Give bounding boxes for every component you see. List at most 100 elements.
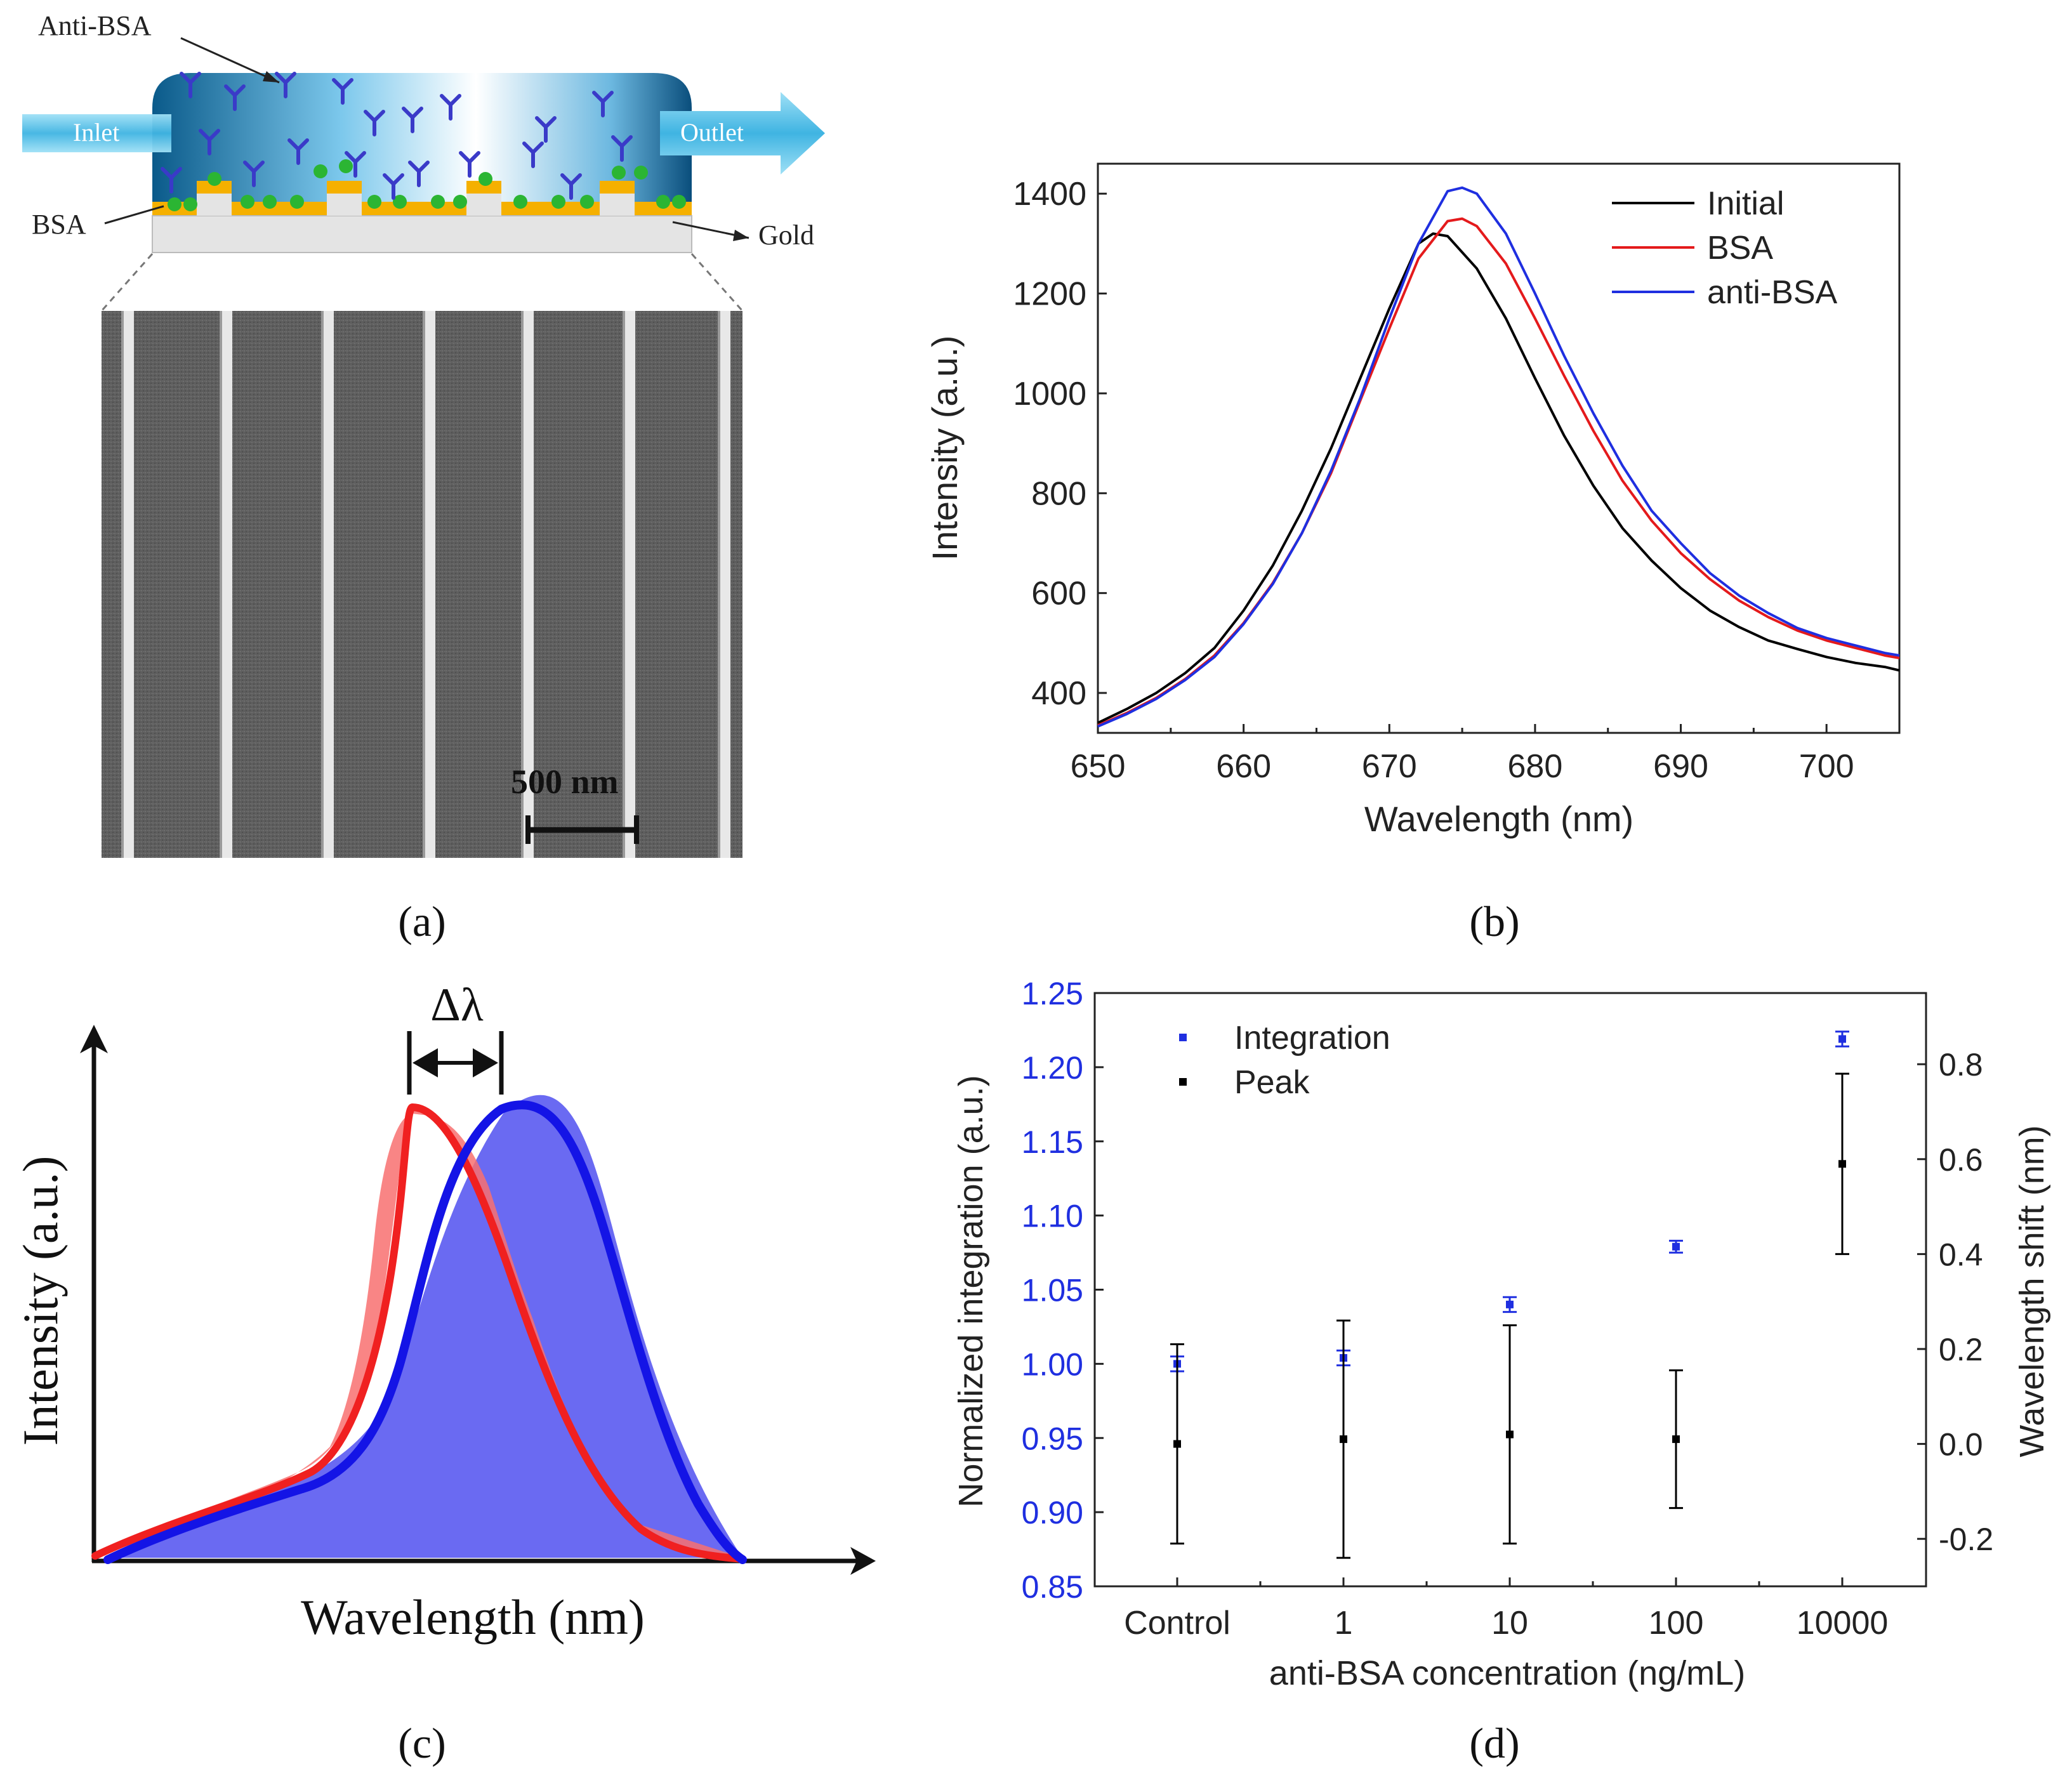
sem-bright-line [720, 311, 730, 858]
anti-bsa-label: Anti-BSA [38, 10, 152, 41]
legend-label: Peak [1234, 1064, 1310, 1101]
bsa-dot [241, 195, 254, 209]
y-tick-label: 1000 [1013, 376, 1086, 412]
substrate-gaps [197, 194, 635, 216]
sem-edge-line [121, 311, 124, 858]
sem-image [102, 311, 742, 858]
inlet-arrow [22, 114, 171, 152]
chart-b-series [1097, 186, 1900, 728]
bsa-dot [634, 166, 648, 180]
point-peak [1340, 1435, 1347, 1444]
chart-d-y2label: Wavelength shift (nm) [2013, 1125, 2051, 1457]
bsa-dot [168, 197, 181, 211]
bsa-dot [339, 159, 353, 173]
substrate [152, 215, 692, 253]
antibody [611, 135, 633, 162]
c-xlabel: Wavelength (nm) [301, 1589, 645, 1645]
chart-d-legend: Integration Peak [1179, 1020, 1390, 1101]
gold-label: Gold [758, 220, 814, 251]
chart-d-xlabel: anti-BSA concentration (ng/mL) [1269, 1654, 1745, 1692]
x-tick-label: 1 [1335, 1605, 1353, 1642]
antibody [592, 91, 614, 117]
chart-b-legend: Initial BSA anti-BSA [1612, 185, 1838, 311]
panel-c: Δλ Wavelength (nm) Intensity (a.u.) (c) [13, 979, 876, 1767]
outlet-arrow [660, 92, 825, 174]
y-tick-label: 0.95 [1022, 1421, 1083, 1456]
antibody [522, 141, 544, 168]
anti-bsa-pointer-head [263, 71, 279, 82]
y2-tick-label: 0.6 [1939, 1142, 1983, 1178]
x-tick-label: 680 [1508, 748, 1563, 785]
bsa-dot [580, 195, 594, 209]
x-tick-label: 660 [1216, 748, 1271, 785]
panel-b: 650 660 670 680 690 700 400 600 800 1000 1200 1400… [925, 162, 1901, 945]
legend-label: Integration [1234, 1020, 1390, 1056]
x-tick-label: 10000 [1797, 1605, 1889, 1642]
bsa-dot [393, 195, 407, 209]
bsa-dot [513, 195, 527, 209]
antibody [275, 72, 296, 98]
antibody [199, 129, 220, 155]
sem-bright-line [625, 311, 635, 858]
y2-tick-label: 0.4 [1939, 1237, 1983, 1272]
c-blue-fill [108, 1095, 742, 1558]
legend-label: anti-BSA [1707, 274, 1838, 311]
antibody [345, 151, 366, 178]
x-tick-label: 10 [1491, 1605, 1528, 1642]
sem-edge-line [220, 311, 222, 858]
sem-grating-lines [121, 311, 730, 858]
y-tick-label: 0.85 [1022, 1569, 1083, 1605]
point-peak [1506, 1430, 1514, 1438]
antibody [287, 138, 309, 165]
sem-edge-line [423, 311, 425, 858]
chart-b-frame [1097, 162, 1901, 734]
caption-a: (a) [398, 897, 445, 945]
antibody [364, 110, 385, 136]
series-line-anti-bsa [1097, 186, 1900, 728]
x-tick-label: 690 [1653, 748, 1708, 785]
antibody [535, 116, 557, 143]
y-tick-label: 0.90 [1022, 1495, 1083, 1530]
inlet-label: Inlet [73, 118, 119, 147]
antibody [243, 161, 265, 187]
y2-tick-label: 0.0 [1939, 1427, 1983, 1463]
y2-tick-label: -0.2 [1939, 1522, 1993, 1557]
chart-d-y-ticks: 0.85 0.90 0.95 1.00 1.05 1.10 1.15 1.20 1.25 [1022, 976, 1104, 1605]
bsa-dot [263, 195, 277, 209]
sem-bright-line [124, 311, 134, 858]
antibody [383, 173, 404, 200]
bsa-dot [208, 172, 221, 186]
chart-b-y-ticks: 400 600 800 1000 1200 1400 [1013, 176, 1107, 712]
sem-bright-line [222, 311, 232, 858]
c-blue-curve [103, 1100, 747, 1564]
chart-b-xlabel: Wavelength (nm) [1364, 799, 1633, 839]
y-tick-label: 1200 [1013, 276, 1086, 313]
bsa-dot [551, 195, 565, 209]
sem-edge-line [321, 311, 324, 858]
point-integration [1838, 1035, 1846, 1043]
zoom-line-right [690, 253, 744, 312]
antibody [402, 107, 423, 133]
legend-label: Initial [1707, 185, 1784, 222]
point-integration [1672, 1242, 1680, 1251]
antibody [180, 72, 201, 98]
bsa-dot [183, 197, 197, 211]
sem-bright-line [425, 311, 435, 858]
y-tick-label: 400 [1031, 675, 1086, 712]
antibody [332, 78, 353, 105]
series-line-initial [1097, 232, 1900, 725]
sem-bright-line [324, 311, 334, 858]
bsa-dot [453, 195, 467, 209]
antibody-molecules [161, 72, 633, 200]
bsa-pointer [104, 205, 164, 225]
antibody [161, 167, 182, 194]
scale-bar-label: 500 nm [511, 763, 619, 801]
outlet-label: Outlet [680, 118, 744, 147]
y-tick-label: 1.05 [1022, 1273, 1083, 1308]
flow-channel [152, 73, 692, 216]
caption-d: (d) [1469, 1719, 1519, 1767]
panel-a: Inlet Outlet Anti-BSA BSA Gold 500 nm (a… [22, 10, 825, 945]
bsa-dot [431, 195, 445, 209]
zoom-line-left [100, 253, 154, 312]
